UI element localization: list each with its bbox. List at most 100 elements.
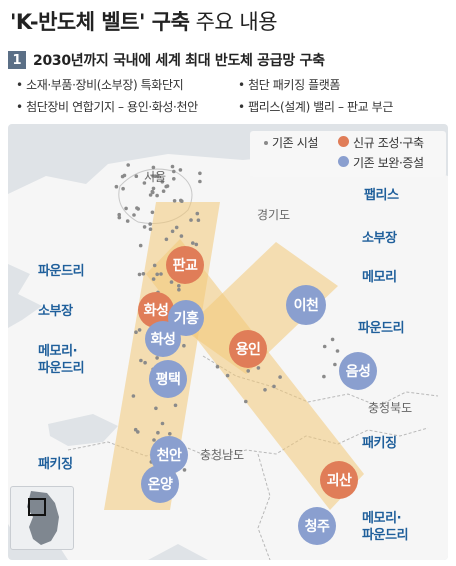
facility-dot [132,213,136,217]
facility-dot [169,280,174,284]
title-bold: 'K-반도체 벨트' 구축 [10,10,190,34]
city-goesan: 괴산 [320,461,358,499]
facility-dot [150,210,155,215]
bullet-packaging: • 첨단 패키징 플랫폼 [238,78,341,92]
label-foundry-left: 파운드리 [38,264,85,279]
korea-locator-icon [10,486,74,550]
facility-dot [179,234,184,238]
facility-dot [170,164,175,169]
facility-dot [225,373,230,378]
city-eumseong: 음성 [339,352,377,390]
facility-dot [155,356,159,360]
facility-dot [160,180,165,184]
facility-dot [198,171,202,176]
legend-existing-swatch [338,156,349,167]
label-sobujang-right: 소부장 [362,231,397,246]
section-heading: 1 2030년까지 국내에 세계 최대 반도체 공급망 구축 [8,50,325,70]
city-cheongju: 청주 [298,507,336,545]
facility-dot [215,364,220,369]
bullet-fabless: • 팹리스(설계) 밸리 – 판교 부근 [238,100,393,114]
facility-dot [155,272,159,277]
facility-dot [126,163,130,167]
facility-dot [142,225,147,229]
city-pyeongtaek: 평택 [149,360,187,398]
city-yongin: 용인 [229,330,267,368]
facility-dot [179,198,183,203]
legend-existing-dot [264,141,268,145]
facility-dot [137,328,142,332]
facility-dot [196,218,201,222]
facility-dot [195,211,200,216]
facility-dot [143,360,147,365]
bullet-sobujang: • 소재·부품·장비(소부장) 특화단지 [16,78,184,92]
legend-existing-facility: 기존 시설 [272,136,318,150]
facility-dot [278,375,282,379]
province-border-1 [202,355,439,407]
facility-dot [156,174,160,178]
facility-dot [170,229,175,234]
facility-dot [263,388,267,392]
facility-dot [172,169,176,174]
facility-dot [148,222,152,226]
facility-dot [177,287,181,292]
facility-dot [117,215,122,220]
coastline-detail [8,264,42,328]
page-title: 'K-반도체 벨트' 구축 주요 내용 [10,6,278,36]
facility-dot [173,403,178,408]
facility-dot [194,242,199,247]
facility-dot [139,358,143,363]
facility-dot [172,199,177,203]
bullet-equipment: • 첨단장비 연합기지 – 용인·화성·천안 [16,100,198,114]
facility-dot [124,206,128,211]
belt-east [184,242,338,374]
facility-dot [148,193,153,197]
facility-dot [155,193,159,198]
facility-dot [121,186,125,191]
city-pangyo: 판교 [166,246,204,284]
facility-dot [198,179,202,184]
facility-dot [178,168,183,172]
city-hwaseong: 화성 [145,321,181,357]
facility-dot [168,432,172,436]
facility-dot [137,272,142,277]
label-memory-foundry-left-1: 메모리· [38,344,78,359]
facility-dot [159,272,163,276]
facility-dot [138,243,143,248]
facility-dot [117,212,121,217]
facility-dot [151,165,156,170]
facility-dot [177,284,181,288]
facility-dot [134,174,139,178]
region-chungbuk: 충청북도 [368,401,413,415]
facility-dot [134,330,138,334]
facility-dot [172,177,176,181]
facility-dot [135,206,139,210]
title-rest: 주요 내용 [189,10,278,34]
legend-new: 신규 조성·구축 [353,136,424,150]
facility-dot [151,186,156,191]
region-gyeonggi: 경기도 [257,208,291,222]
facility-dot [142,181,147,185]
facility-dot [156,430,160,435]
region-chungnam: 충청남도 [200,448,245,462]
facility-dot [165,184,170,188]
facility-dot [154,406,158,411]
facility-dot [191,241,195,245]
facility-dot [153,174,158,178]
facility-dot [322,374,326,379]
section-title: 2030년까지 국내에 세계 최대 반도체 공급망 구축 [33,53,325,69]
facility-dot [246,369,250,373]
facility-dot [141,272,146,276]
label-sobujang-left: 소부장 [38,304,73,319]
facility-dot [148,227,153,231]
facility-dot [182,343,186,348]
label-fabless: 팹리스 [364,188,399,203]
facility-dot [122,173,127,178]
facility-dot [131,394,136,398]
facility-dot [322,344,327,349]
facility-dot [189,218,193,222]
facility-dot [151,277,156,281]
legend-new-swatch [338,136,349,147]
facility-dot [150,189,155,194]
city-onyang: 온양 [141,465,179,503]
region-seoul: 서울 [144,170,167,184]
